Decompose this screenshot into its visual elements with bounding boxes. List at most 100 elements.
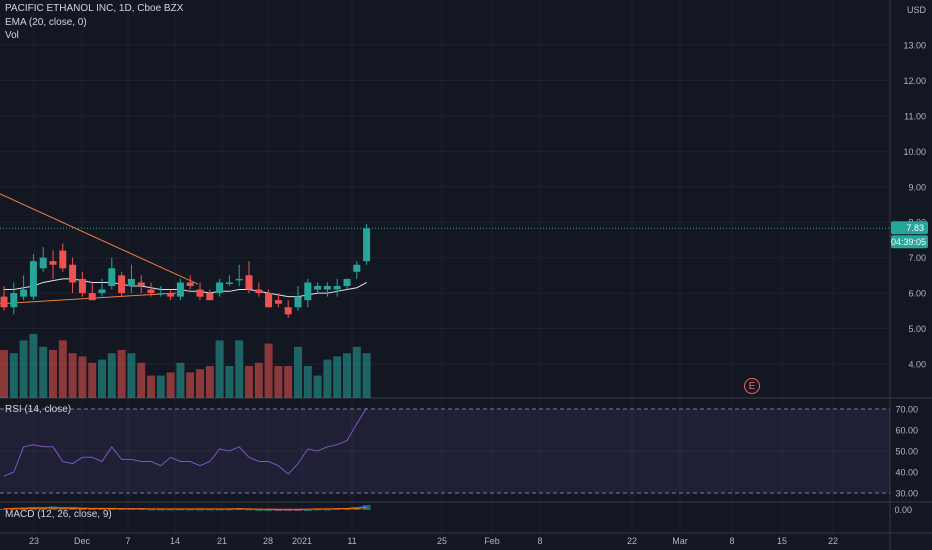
macd-histogram-bar (127, 508, 136, 510)
candle-body (39, 257, 47, 269)
volume-bar (98, 359, 106, 398)
volume-bar (127, 353, 136, 398)
candle-body (167, 293, 175, 297)
macd-histogram-bar (303, 510, 312, 511)
rsi-tick-label: 60.00 (895, 426, 918, 436)
volume-bar (156, 375, 165, 398)
last-price-tag (891, 221, 928, 235)
macd-histogram-bar (294, 510, 302, 511)
candle-body (78, 278, 86, 294)
candle-body (0, 296, 8, 308)
volume-bar (323, 359, 332, 398)
time-tick-label: 15 (777, 536, 787, 546)
candle-body (225, 282, 233, 284)
candle-body (206, 293, 214, 301)
candle-body (255, 289, 263, 294)
price-tick-label: 4.00 (908, 359, 926, 369)
trend-line (0, 292, 177, 305)
time-tick-label: 8 (729, 536, 734, 546)
volume-bar (39, 346, 48, 398)
candle-body (118, 275, 126, 294)
volume-legend[interactable]: Vol (5, 30, 19, 41)
volume-bar (19, 340, 28, 398)
candle-body (147, 289, 155, 294)
volume-bar (245, 366, 253, 398)
volume-bar (58, 340, 67, 398)
volume-bar (107, 353, 116, 398)
macd-histogram-bar (362, 505, 371, 510)
macd-histogram-bar (156, 509, 165, 511)
candle-body (29, 261, 37, 297)
time-tick-label: 2021 (292, 536, 312, 546)
price-tick-label: 10.00 (903, 147, 926, 157)
macd-signal-line (3, 507, 367, 510)
volume-bar (352, 346, 361, 398)
macd-histogram-bar (323, 509, 332, 511)
ema-legend[interactable]: EMA (20, close, 0) (5, 17, 87, 28)
rsi-line (3, 407, 368, 477)
candle-body (363, 228, 371, 262)
volume-bar (274, 366, 283, 398)
candle-body (235, 278, 243, 281)
candle-body (108, 268, 116, 286)
trend-line (0, 193, 199, 285)
macd-histogram-bar (107, 508, 116, 510)
macd-histogram-bar (137, 508, 146, 510)
volume-bar (186, 372, 195, 398)
volume-bar (88, 362, 97, 398)
macd-histogram-bar (274, 510, 283, 511)
macd-histogram-bar (88, 508, 97, 510)
time-tick-label: 14 (170, 536, 180, 546)
rsi-tick-label: 70.00 (895, 405, 918, 415)
symbol-legend[interactable]: PACIFIC ETHANOL INC, 1D, Cboe BZX (5, 3, 184, 14)
candle-body (49, 261, 57, 265)
macd-histogram-bar (9, 508, 18, 510)
candle-body (157, 293, 165, 295)
macd-histogram-bar (196, 509, 204, 511)
macd-histogram-bar (343, 508, 351, 510)
macd-histogram-bar (205, 509, 214, 511)
macd-histogram-bar (117, 508, 126, 510)
candle-body (353, 264, 361, 272)
time-tick-label: 23 (29, 536, 39, 546)
volume-bar (333, 356, 342, 398)
volume-bar (176, 362, 185, 398)
candle-body (245, 275, 253, 290)
candle-body (216, 282, 224, 294)
ema-line (4, 278, 367, 298)
rsi-tick-label: 30.00 (895, 489, 918, 499)
time-tick-label: Mar (672, 536, 688, 546)
time-tick-label: 28 (263, 536, 273, 546)
countdown-tag (891, 235, 928, 249)
volume-bar (196, 369, 204, 398)
candle-body (10, 293, 18, 308)
earnings-marker-icon[interactable]: E (744, 378, 760, 394)
macd-tick-label: 0.00 (894, 505, 912, 515)
rsi-tick-label: 50.00 (895, 447, 918, 457)
rsi-label[interactable]: RSI (14, close) (5, 404, 72, 415)
volume-bar (284, 366, 293, 398)
volume-bar (0, 350, 8, 398)
volume-bar (313, 375, 322, 398)
volume-bar (362, 353, 371, 398)
price-tick-label: 7.00 (908, 253, 926, 263)
volume-bar (137, 362, 146, 398)
macd-histogram-bar (176, 509, 185, 511)
volume-bar (215, 340, 224, 398)
macd-histogram-bar (166, 509, 175, 511)
macd-histogram-bar (215, 509, 224, 511)
macd-label[interactable]: MACD (12, 26, close, 9) (5, 509, 112, 520)
macd-histogram-bar (186, 509, 195, 511)
candle-body (137, 282, 145, 286)
price-tick-label: 6.00 (908, 289, 926, 299)
volume-bar (343, 353, 351, 398)
macd-histogram-bar (225, 509, 234, 511)
price-tick-label: 11.00 (904, 111, 926, 121)
macd-histogram-bar (245, 509, 253, 511)
candle-body (314, 285, 322, 290)
volume-bar (303, 366, 312, 398)
last-price-value: 7.83 (906, 223, 924, 233)
volume-bar (235, 340, 244, 398)
candle-body (333, 285, 341, 290)
